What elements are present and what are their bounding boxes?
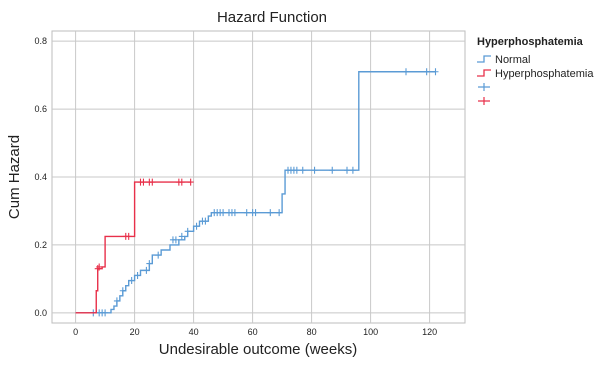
censor-mark [299, 166, 306, 174]
x-tick-label: 60 [248, 327, 258, 337]
y-tick-label: 0.2 [34, 240, 47, 250]
x-tick-label: 20 [130, 327, 140, 337]
censor-mark [113, 297, 120, 305]
x-axis-label: Undesirable outcome (weeks) [159, 341, 357, 358]
censor-mark [178, 178, 185, 186]
censor-mark [193, 222, 200, 230]
censor-mark [102, 309, 109, 317]
censor-mark [220, 209, 227, 217]
censor-mark [344, 166, 350, 174]
censor-mark [432, 68, 439, 76]
censor-mark [155, 251, 162, 259]
censor-mark [202, 217, 209, 225]
step-line-hyperphosphatemia [75, 181, 191, 314]
censor-mark [134, 271, 141, 279]
step-line-normal [75, 71, 436, 314]
censor-mark [143, 266, 150, 274]
censor-mark [119, 287, 126, 295]
legend: Hyperphosphatemia Normal Hyperphosphatemi… [477, 36, 594, 105]
legend-line-swatch [477, 69, 491, 77]
x-tick-label: 100 [363, 327, 378, 337]
censor-mark [140, 178, 147, 186]
legend-entry [478, 97, 490, 105]
x-tick-label: 80 [307, 327, 317, 337]
x-tick-label: 0 [73, 327, 78, 337]
censor-mark [172, 236, 179, 244]
x-tick-label: 40 [189, 327, 199, 337]
legend-censor-swatch [478, 83, 490, 91]
legend-line-swatch [477, 55, 491, 63]
legend-entry [478, 83, 490, 91]
censor-mark [231, 209, 238, 217]
legend-censor-swatch [478, 97, 490, 105]
x-tick-label: 120 [422, 327, 437, 337]
censor-mark [311, 166, 318, 174]
censor-mark [267, 209, 274, 217]
censor-mark [125, 232, 132, 240]
censor-mark [293, 166, 300, 174]
censor-mark [349, 166, 356, 174]
censor-mark [178, 232, 185, 240]
y-tick-label: 0.8 [34, 36, 47, 46]
censor-mark [423, 68, 430, 76]
legend-entry: Normal [477, 54, 530, 66]
censor-mark [252, 209, 259, 217]
grid-lines [52, 31, 465, 323]
chart-title: Hazard Function [217, 9, 327, 26]
censor-mark [243, 209, 250, 217]
legend-label: Hyperphosphatemia [495, 68, 594, 80]
y-tick-label: 0.4 [34, 172, 47, 182]
censor-mark [128, 277, 135, 285]
legend-label: Normal [495, 54, 530, 66]
censor-mark [146, 260, 153, 268]
series-normal [75, 68, 439, 317]
censor-mark [329, 166, 336, 174]
y-tick-label: 0.6 [34, 104, 47, 114]
legend-entry: Hyperphosphatemia [477, 68, 594, 80]
y-axis-label: Cum Hazard [6, 135, 23, 219]
censor-mark [403, 68, 409, 76]
censor-mark [184, 227, 191, 235]
series-layer [75, 68, 439, 317]
y-tick-label: 0.0 [34, 308, 47, 318]
censor-mark [276, 209, 283, 217]
censor-mark [187, 178, 194, 186]
censor-mark [149, 178, 156, 186]
tick-labels: 0 20 40 60 80 100 120 0.0 0.2 0.4 0.6 0.8 [34, 36, 437, 337]
censor-mark [94, 265, 101, 273]
series-hyperphosphatemia [75, 178, 194, 314]
censor-mark [96, 263, 103, 271]
legend-title: Hyperphosphatemia [477, 36, 584, 48]
